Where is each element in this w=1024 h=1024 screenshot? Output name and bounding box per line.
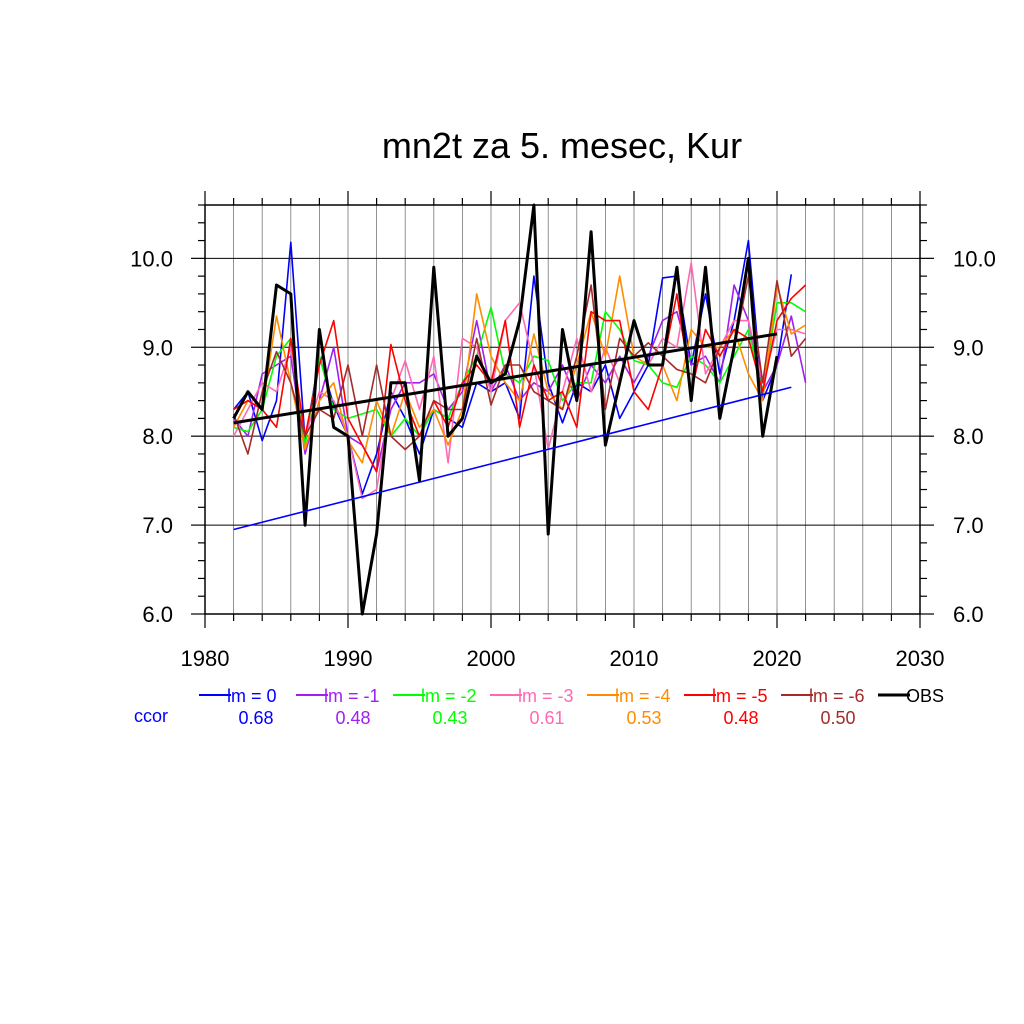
x-tick-label: 2020 <box>753 646 802 671</box>
y-tick-label-right: 6.0 <box>953 602 984 627</box>
legend-label: lm = -4 <box>615 686 671 706</box>
legend-label: lm = -5 <box>712 686 768 706</box>
ccor-label: ccor <box>134 706 168 726</box>
x-tick-label: 2000 <box>467 646 516 671</box>
axes: 1980 1990 2000 2010 2020 2030 6.0 6.0 7.0 7.0 8.0 8… <box>130 191 996 671</box>
legend-label: lm = -2 <box>421 686 477 706</box>
y-tick-label-right: 8.0 <box>953 424 984 449</box>
x-tick-label: 1980 <box>181 646 230 671</box>
ccor-value: 0.48 <box>335 708 370 728</box>
legend-label: lm = 0 <box>227 686 277 706</box>
chart-title: mn2t za 5. mesec, Kur <box>382 125 742 166</box>
legend-label: lm = -1 <box>324 686 380 706</box>
trend-line <box>233 386 792 531</box>
series-line-lm-5 <box>233 284 807 473</box>
y-tick-label: 7.0 <box>142 513 173 538</box>
y-tick-label: 10.0 <box>130 246 173 271</box>
ccor-value: 0.53 <box>626 708 661 728</box>
ccor-value: 0.43 <box>432 708 467 728</box>
plot-frame <box>204 204 921 615</box>
y-tick-label-right: 7.0 <box>953 513 984 538</box>
y-tick-label-right: 10.0 <box>953 246 996 271</box>
legend-label: lm = -6 <box>809 686 865 706</box>
x-tick-label: 2010 <box>610 646 659 671</box>
ccor-value: 0.50 <box>820 708 855 728</box>
y-tick-label: 8.0 <box>142 424 173 449</box>
trend-line <box>233 332 778 425</box>
legend-label: OBS <box>906 686 944 706</box>
series-line-lm-6 <box>232 275 807 455</box>
series-group <box>232 203 807 616</box>
ccor-value: 0.48 <box>723 708 758 728</box>
x-tick-label: 1990 <box>324 646 373 671</box>
legend-label: lm = -3 <box>518 686 574 706</box>
y-tick-label-right: 9.0 <box>953 335 984 360</box>
ccor-value: 0.61 <box>529 708 564 728</box>
series-line-obs <box>232 203 779 616</box>
x-tick-label: 2030 <box>896 646 945 671</box>
y-tick-label: 9.0 <box>142 335 173 360</box>
y-tick-label: 6.0 <box>142 602 173 627</box>
ccor-value: 0.68 <box>238 708 273 728</box>
trend-lines <box>233 332 792 531</box>
